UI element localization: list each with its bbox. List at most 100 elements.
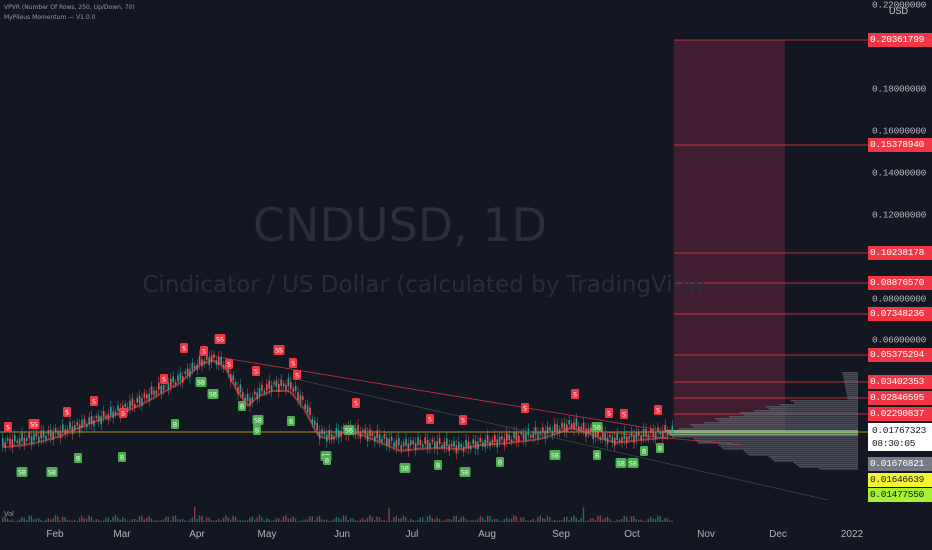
volume-bar	[9, 520, 11, 522]
volume-bar	[486, 515, 489, 522]
target-zone	[674, 40, 785, 432]
volume-bar	[52, 518, 54, 522]
volume-bar	[570, 517, 573, 522]
buy-marker-body	[615, 458, 627, 468]
volume-bar	[62, 516, 64, 522]
volume-bar	[294, 518, 297, 522]
volume-bar	[657, 515, 659, 522]
price-tick: 0.12000000	[871, 209, 926, 221]
volume-bar	[230, 519, 232, 522]
candle-body	[93, 420, 95, 427]
volume-bar	[136, 520, 138, 522]
volume-bar	[393, 517, 395, 522]
volume-bar	[314, 520, 316, 522]
candle-body	[458, 441, 460, 449]
volume-bar	[549, 517, 551, 522]
candle-body	[575, 418, 578, 427]
buy-marker-body	[591, 422, 603, 432]
volume-bar	[594, 520, 597, 522]
candle-body	[662, 430, 664, 438]
volume-bar	[11, 519, 13, 522]
volume-bar	[482, 517, 484, 522]
candle-body	[297, 392, 299, 401]
volume-bar	[237, 520, 239, 522]
volume-bar	[362, 518, 364, 522]
price-tick: 0.08000000	[871, 293, 926, 305]
candle-body	[98, 415, 100, 422]
volume-profile-bar	[790, 400, 858, 402]
buy-marker-label: SB	[197, 380, 205, 387]
candle-body	[671, 425, 674, 433]
description-watermark: Cindicator / US Dollar (calculated by Tr…	[142, 272, 706, 298]
volume-profile-bar	[720, 446, 858, 448]
volume-bar	[604, 518, 606, 522]
sell-marker-label: SS	[30, 422, 38, 429]
buy-signal-marker: SB	[207, 389, 219, 399]
volume-bar	[141, 515, 143, 522]
volume-profile-bar	[664, 430, 858, 432]
candle-body	[266, 384, 268, 391]
candle-body	[402, 442, 405, 447]
candle-body	[424, 437, 426, 444]
volume-profile-bar	[794, 402, 858, 404]
time-tick: Oct	[624, 529, 640, 540]
buy-marker-label: B	[255, 428, 259, 435]
volume-bar	[407, 520, 409, 522]
volume-bar	[134, 518, 136, 522]
volume-bar	[642, 520, 645, 522]
volume-bar	[2, 517, 4, 522]
candle-body	[386, 437, 388, 446]
volume-bar	[400, 518, 402, 522]
volume-profile-bar	[765, 406, 858, 408]
candle-body	[138, 395, 141, 404]
candle-body	[374, 436, 376, 442]
buy-marker-label: B	[120, 455, 124, 462]
sell-marker-label: S	[202, 349, 206, 356]
candle-body	[38, 436, 40, 442]
candle-body	[136, 397, 138, 403]
candle-body	[659, 430, 662, 435]
volume-bar	[45, 519, 47, 522]
volume-bar	[18, 519, 21, 522]
volume-bar	[59, 520, 61, 522]
candle-body	[234, 382, 237, 386]
candle-body	[429, 442, 431, 449]
volume-bar	[254, 519, 256, 522]
indicator-momentum-label[interactable]: MyPileus Momentum — V1.0.0	[4, 14, 96, 21]
volume-profile-bar	[723, 448, 858, 450]
price-tick: 0.22000000	[871, 0, 926, 11]
volume-bar	[498, 520, 501, 522]
currency-label[interactable]: USD	[889, 6, 909, 16]
candle-body	[249, 398, 251, 407]
candle-body	[494, 434, 496, 442]
volume-bar	[369, 515, 371, 522]
volume-bar	[287, 518, 289, 522]
volume-bar	[100, 520, 102, 522]
volume-bar	[165, 516, 167, 522]
buy-marker-label: B	[289, 419, 293, 426]
price-axis[interactable]: 0.22000000 0.18000000 0.16000000 0.14000…	[858, 0, 932, 528]
volume-bar	[321, 518, 323, 522]
candle-body	[42, 430, 45, 438]
volume-bar	[537, 517, 539, 522]
volume-bar	[592, 518, 594, 522]
sell-signal-marker: S	[654, 405, 662, 415]
candle-body	[410, 440, 412, 446]
indicator-vpvr-label[interactable]: VPVR (Number Of Rows, 250, Up/Down, 70)	[4, 4, 135, 11]
candle-body	[292, 388, 294, 392]
candle-body	[362, 430, 364, 433]
candle-body	[654, 431, 657, 440]
volume-bar	[76, 520, 78, 522]
candle-body	[412, 440, 414, 445]
sell-signal-marker: S	[160, 374, 168, 384]
volume-bar	[597, 515, 599, 522]
buy-signal-marker: SB	[399, 463, 411, 473]
candle-body	[520, 432, 522, 435]
volume-profile-bar	[670, 434, 858, 436]
volume-bar	[246, 520, 249, 522]
volume-profile-bar	[698, 442, 858, 444]
candle-body	[633, 435, 635, 443]
sell-marker-body	[273, 345, 285, 355]
buy-signal-marker: B	[238, 401, 246, 411]
